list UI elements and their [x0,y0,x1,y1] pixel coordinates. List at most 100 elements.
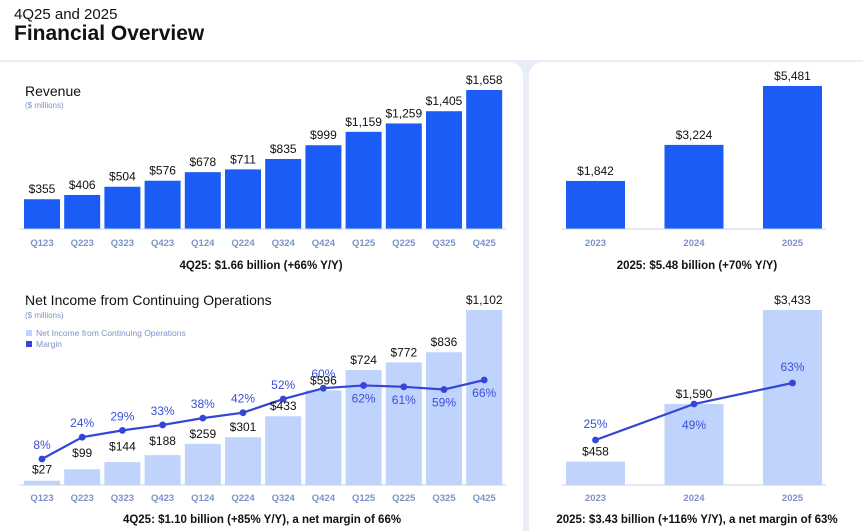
quarterly-revenue-value-label: $1,159 [345,115,382,129]
quarterly-revenue-tick-label: Q223 [71,238,94,249]
quarterly-revenue-tick-label: Q124 [191,238,215,249]
quarterly-net-income-tick-label: Q323 [111,493,134,504]
quarterly-margin-point [199,414,207,422]
annual-net-income-value-label: $1,590 [676,387,713,401]
revenue-title: Revenue [25,83,81,99]
quarterly-revenue-tick-label: Q324 [272,238,296,249]
quarterly-net-income-value-label: $27 [32,463,52,477]
quarterly-margin-point [320,384,327,392]
quarterly-margin-value-label: 38% [191,397,215,411]
annual-net-income-caption: 2025: $3.43 billion (+116% Y/Y), a net m… [556,514,837,526]
quarterly-revenue-tick-label: Q323 [111,238,134,249]
legend-bar-swatch [26,330,32,336]
quarterly-revenue-bar [265,158,302,229]
legend-line-swatch [26,341,32,347]
quarterly-net-income-tick-label: Q125 [352,493,376,504]
quarterly-net-income-value-label: $596 [310,373,337,387]
quarterly-revenue-tick-label: Q423 [151,238,174,249]
quarterly-revenue-value-label: $711 [230,152,256,166]
quarterly-net-income-bar [64,469,101,485]
quarterly-net-income-tick-label: Q123 [30,493,53,504]
annual-net-income-tick-label: 2025 [782,493,804,504]
quarterly-margin-value-label: 8% [33,438,51,452]
quarterly-net-income-bar [144,455,181,485]
quarterly-margin-point [440,386,448,393]
quarterly-margin-point [78,433,86,441]
quarterly-net-income-value-label: $259 [189,427,216,441]
quarterly-revenue-value-label: $1,658 [466,73,503,87]
annual-revenue-caption: 2025: $5.48 billion (+70% Y/Y) [617,260,778,272]
annual-net-income-value-label: $458 [582,445,609,459]
annual-revenue-tick-label: 2023 [585,238,606,249]
quarterly-revenue-value-label: $406 [69,178,96,192]
annual-revenue-bar [664,144,724,229]
quarterly-net-income-value-label: $433 [270,399,297,413]
legend-label-net-income: Net Income from Continuing Operations [36,328,186,338]
annual-net-income-bar [763,310,822,485]
page-subtitle: 4Q25 and 2025 [14,6,118,23]
quarterly-net-income-tick-label: Q223 [71,493,94,504]
annual-margin-point [690,400,698,408]
quarterly-revenue-value-label: $999 [310,128,337,142]
quarterly-margin-value-label: 66% [472,386,496,400]
quarterly-revenue-tick-label: Q125 [352,238,376,249]
quarterly-revenue-value-label: $1,405 [426,94,463,108]
quarterly-revenue-tick-label: Q123 [30,238,53,249]
quarterly-net-income-bar [225,437,261,485]
quarterly-net-income-caption: 4Q25: $1.10 billion (+85% Y/Y), a net ma… [123,514,401,526]
annual-revenue-tick-label: 2025 [782,238,804,249]
quarterly-revenue-value-label: $504 [109,170,136,184]
quarterly-net-income-bar [345,370,382,485]
quarterly-revenue-bar [104,186,141,229]
quarterly-net-income-bar [24,480,60,485]
quarterly-revenue-value-label: $576 [149,164,176,178]
quarterly-margin-point [159,421,167,429]
annual-margin-point [592,436,599,444]
annual-margin-value-label: 63% [780,360,804,374]
quarterly-revenue-bar [426,111,462,229]
quarterly-net-income-value-label: $836 [431,335,458,349]
quarterly-net-income-tick-label: Q325 [432,493,456,504]
quarterly-margin-point [360,382,367,389]
quarterly-net-income-bar [265,416,302,485]
quarterly-margin-value-label: 61% [392,393,416,407]
quarterly-revenue-bar [305,145,342,229]
quarterly-revenue-tick-label: Q225 [392,238,416,249]
quarterly-net-income-tick-label: Q423 [151,493,174,504]
quarterly-revenue-bar [466,90,503,229]
annual-revenue-tick-label: 2024 [683,238,705,249]
quarterly-net-income-bar [385,362,422,485]
quarterly-margin-line [41,378,485,460]
annual-margin-value-label: 49% [682,418,706,432]
quarterly-margin-point [400,383,408,391]
quarterly-net-income-tick-label: Q224 [231,493,255,504]
quarterly-margin-value-label: 29% [110,409,134,423]
quarterly-margin-value-label: 60% [311,367,335,381]
quarterly-margin-point [279,395,287,403]
quarterly-net-income-tick-label: Q425 [473,493,497,504]
annual-revenue-bar [763,86,822,229]
annual-net-income-bar [664,403,724,485]
quarterly-margin-point [38,455,46,463]
annual-revenue-value-label: $1,842 [577,164,614,178]
annual-net-income-value-label: $3,433 [774,293,811,307]
annual-revenue-bar [566,180,625,229]
quarterly-net-income-bar [305,390,342,485]
header: 4Q25 and 2025 Financial Overview [0,0,863,60]
quarterly-margin-point [480,376,488,384]
quarterly-net-income-value-label: $188 [149,434,176,448]
net-income-title: Net Income from Continuing Operations [25,292,272,308]
annual-revenue-value-label: $3,224 [676,128,713,142]
quarterly-net-income-value-label: $301 [230,420,257,434]
quarterly-net-income-bar [426,352,462,485]
quarterly-margin-value-label: 52% [271,378,295,392]
quarterly-revenue-bar [225,169,261,229]
quarterly-net-income-bar [184,443,221,485]
quarterly-revenue-bar [64,194,101,229]
quarterly-revenue-bar [144,180,181,229]
quarterly-revenue-value-label: $1,259 [385,106,422,120]
quarterly-revenue-bar [184,172,221,229]
quarterly-margin-value-label: 59% [432,396,456,410]
legend-label-margin: Margin [36,339,62,349]
quarterly-revenue-bar [345,131,382,229]
